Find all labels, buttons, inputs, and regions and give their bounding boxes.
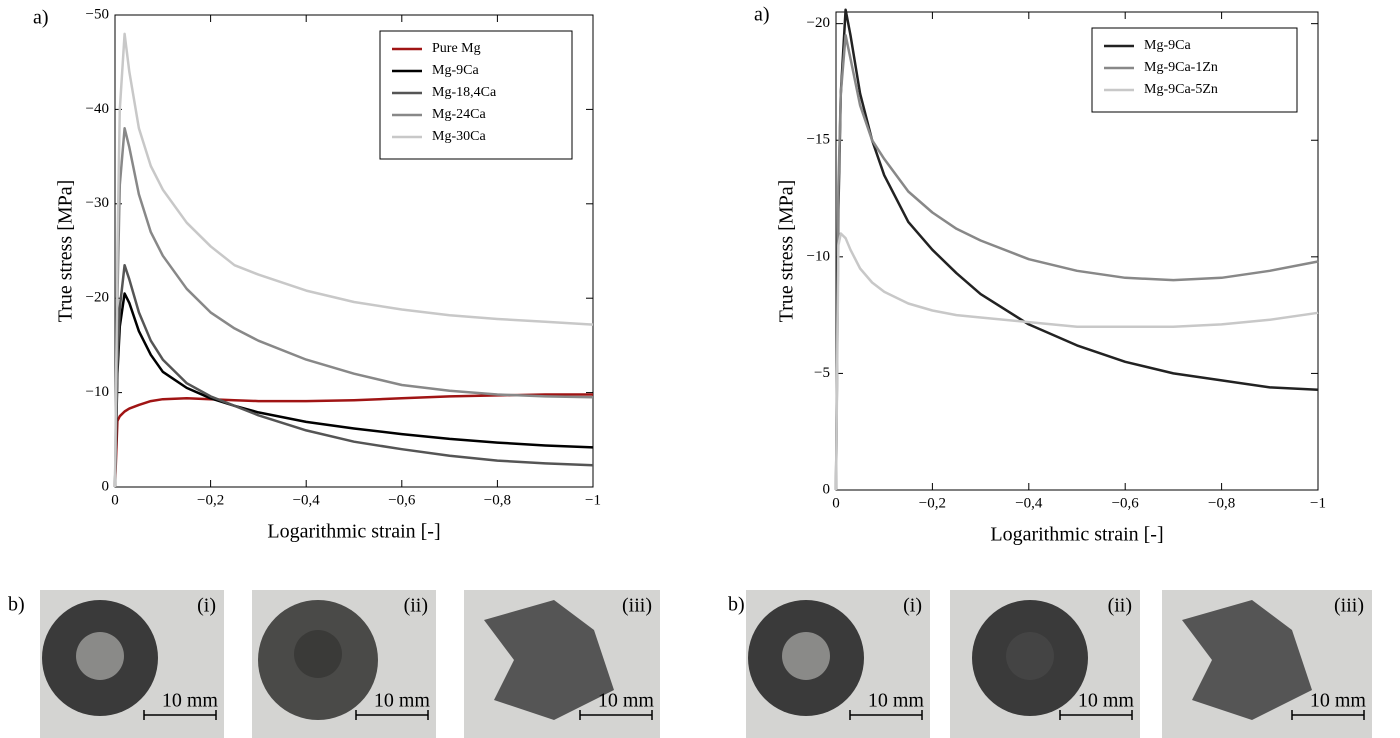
x-tick-label: 0 <box>111 492 119 508</box>
x-tick-label: −0,6 <box>388 492 416 508</box>
series-line <box>113 292 594 488</box>
panel-label: a) <box>33 7 49 29</box>
photo-tag: (iii) <box>622 595 652 617</box>
y-tick-label: −10 <box>86 384 109 400</box>
y-tick-label: 0 <box>823 481 831 497</box>
series-line <box>113 127 594 488</box>
series-line <box>113 32 594 488</box>
scale-label: 10 mm <box>868 690 925 712</box>
y-axis-label: True stress [MPa] <box>776 180 798 323</box>
y-tick-label: −50 <box>86 6 109 22</box>
legend-label: Mg-9Ca <box>1144 38 1191 53</box>
panel-label: b) <box>728 594 745 616</box>
photo-tag: (i) <box>903 595 922 617</box>
y-tick-label: −20 <box>86 290 109 306</box>
scale-bar <box>143 710 217 720</box>
sample-center <box>294 630 342 678</box>
sample-center <box>782 632 830 680</box>
photo-tag: (iii) <box>1334 595 1364 617</box>
x-axis-label: Logarithmic strain [-] <box>990 524 1163 546</box>
legend-label: Mg-24Ca <box>432 107 486 122</box>
y-tick-label: 0 <box>102 478 110 494</box>
x-tick-label: −0,2 <box>197 492 224 508</box>
x-tick-label: −0,8 <box>484 492 511 508</box>
x-tick-label: −0,6 <box>1112 495 1140 511</box>
y-tick-label: −5 <box>814 365 830 381</box>
scale-bar <box>355 710 429 720</box>
y-tick-label: −10 <box>807 248 830 264</box>
plot-frame <box>835 11 1319 491</box>
y-tick-label: −30 <box>86 195 109 211</box>
scale-label: 10 mm <box>162 690 219 712</box>
x-axis-label: Logarithmic strain [-] <box>267 521 440 543</box>
x-tick-label: −1 <box>585 492 601 508</box>
scale-label: 10 mm <box>598 690 655 712</box>
scale-bar <box>849 710 923 720</box>
scale-label: 10 mm <box>1310 690 1367 712</box>
x-tick-label: −1 <box>1310 495 1326 511</box>
fragments <box>484 600 614 720</box>
photo-tag: (ii) <box>1108 595 1132 617</box>
y-axis-label: True stress [MPa] <box>55 180 77 323</box>
legend-label: Mg-30Ca <box>432 129 486 144</box>
legend-label: Pure Mg <box>432 41 481 56</box>
legend-box <box>1091 27 1298 113</box>
x-tick-label: −0,4 <box>1015 495 1043 511</box>
sample-center <box>1006 632 1054 680</box>
scale-bar <box>579 710 653 720</box>
legend-label: Mg-9Ca-5Zn <box>1144 82 1218 97</box>
photo-tag: (i) <box>197 595 216 617</box>
plot-frame <box>114 14 594 488</box>
photo-tag: (ii) <box>404 595 428 617</box>
y-tick-label: −15 <box>807 132 830 148</box>
panel-label: b) <box>8 594 25 616</box>
scale-label: 10 mm <box>374 690 431 712</box>
x-tick-label: 0 <box>832 495 840 511</box>
x-tick-label: −0,8 <box>1208 495 1235 511</box>
sample-center <box>76 632 124 680</box>
legend-label: Mg-9Ca-1Zn <box>1144 60 1218 75</box>
series-line <box>834 8 1319 491</box>
y-tick-label: −40 <box>86 101 109 117</box>
series-line <box>113 263 594 488</box>
series-line <box>834 232 1319 491</box>
panel-label: a) <box>754 4 770 26</box>
fragments <box>1182 600 1312 720</box>
legend-label: Mg-18,4Ca <box>432 85 497 100</box>
series-line <box>834 34 1319 491</box>
y-tick-label: −20 <box>807 15 830 31</box>
scale-label: 10 mm <box>1078 690 1135 712</box>
x-tick-label: −0,4 <box>293 492 321 508</box>
x-tick-label: −0,2 <box>919 495 946 511</box>
scale-bar <box>1059 710 1133 720</box>
legend-label: Mg-9Ca <box>432 63 479 78</box>
scale-bar <box>1291 710 1365 720</box>
